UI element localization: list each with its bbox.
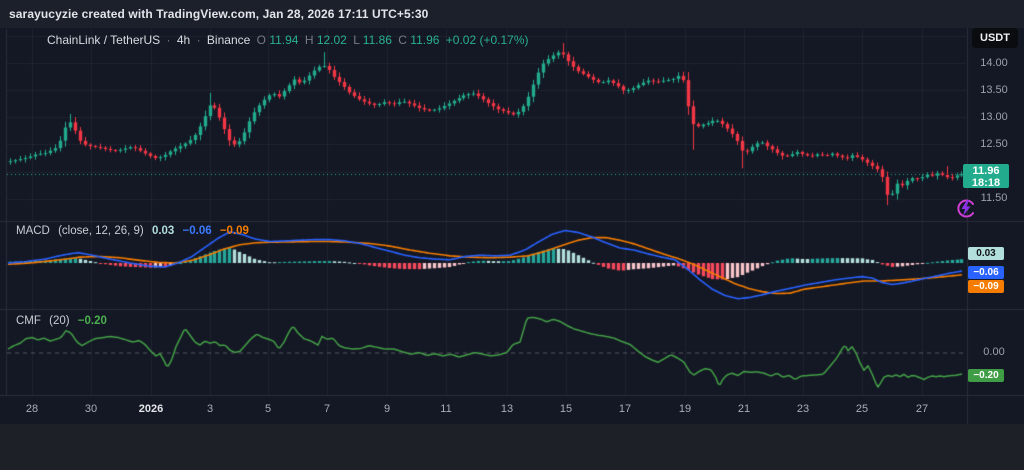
time-axis-label: 27 [915,403,929,415]
high-label: H [304,33,314,47]
time-axis-label: 3 [206,403,214,415]
last-price-badge: 11.96 18:18 [963,164,1009,189]
open-label: O [256,33,266,47]
macd-line-value: −0.06 [182,225,212,237]
price-axis-label: 13.00 [980,111,1008,123]
high-value: 12.02 [316,33,347,47]
price-axis-label: 12.50 [980,138,1008,150]
cmf-zero-label: 0.00 [983,346,1005,358]
low-value: 11.86 [362,33,392,47]
macd-signal-value: −0.09 [219,225,249,237]
time-axis-label: 5 [264,403,272,415]
symbol-legend[interactable]: ChainLink / TetherUS · 4h · Binance O 11… [47,33,532,47]
time-axis-label: 28 [25,403,39,415]
symbol-title[interactable]: ChainLink / TetherUS [47,33,161,47]
time-axis-label: 7 [323,403,331,415]
change-value: +0.02 (+0.17%) [445,33,529,47]
cmf-value-badge: −0.20 [968,369,1004,382]
attribution-text: sarayucyzie created with TradingView.com… [9,7,429,21]
macd-legend[interactable]: MACD (close, 12, 26, 9) 0.03 −0.06 −0.09 [16,225,254,237]
price-axis-label: 13.50 [980,84,1008,96]
time-axis-label: 21 [737,403,751,415]
attribution-bar: sarayucyzie created with TradingView.com… [0,0,1024,28]
exchange-label: Binance [206,33,251,47]
candle-countdown: 18:18 [971,177,1001,189]
time-axis-label: 17 [618,403,632,415]
macd-line-badge: −0.06 [968,266,1004,279]
legend-separator: · [196,33,201,47]
time-axis-label: 19 [678,403,692,415]
time-axis-label: 25 [855,403,869,415]
price-axis-label: 11.50 [980,192,1008,204]
time-axis-label: 30 [84,403,98,415]
price-axis-label: 14.00 [980,57,1008,69]
time-axis-label: 11 [440,403,452,415]
macd-params: (close, 12, 26, 9) [58,225,144,237]
time-axis-label: 2026 [138,403,164,415]
close-value: 11.96 [410,33,440,47]
time-axis-label: 15 [559,403,573,415]
macd-title[interactable]: MACD [16,225,50,237]
legend-separator: · [166,33,171,47]
flash-boost-icon[interactable] [954,196,978,220]
last-price-value: 11.96 [972,165,1000,177]
footer-bar: TradingView [0,424,1024,470]
close-label: C [398,33,407,47]
cmf-legend[interactable]: CMF (20) −0.20 [16,315,112,327]
interval-label[interactable]: 4h [176,33,191,47]
cmf-title[interactable]: CMF [16,315,41,327]
currency-toggle-button[interactable]: USDT [972,28,1018,48]
time-axis-label: 23 [796,403,810,415]
open-value: 11.94 [269,33,299,47]
macd-histogram-badge: 0.03 [968,247,1004,260]
time-axis-label: 13 [500,403,514,415]
macd-signal-badge: −0.09 [968,280,1004,293]
macd-hist-value: 0.03 [151,225,175,237]
cmf-params: (20) [49,315,70,327]
cmf-value: −0.20 [77,315,107,327]
low-label: L [353,33,360,47]
time-axis-label: 9 [383,403,391,415]
